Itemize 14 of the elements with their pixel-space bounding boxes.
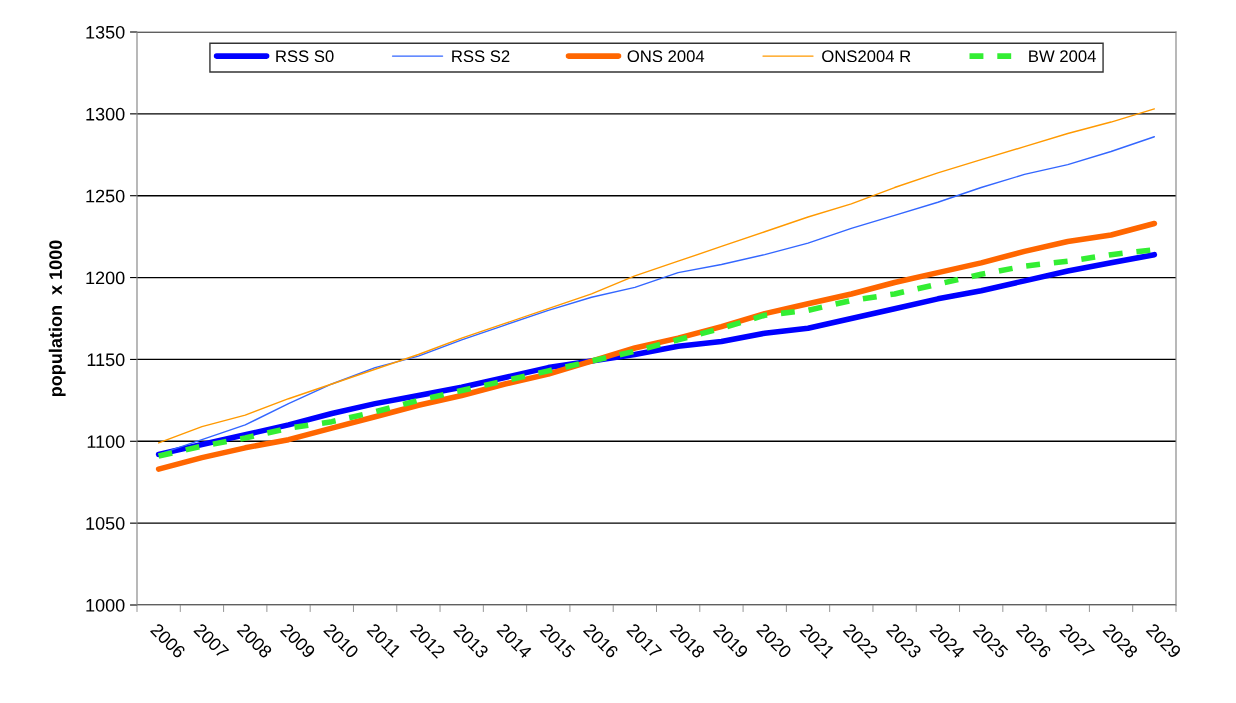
y-tick-label: 1050 — [86, 517, 125, 530]
legend-label: ONS2004 R — [822, 50, 911, 63]
y-tick-label: 1350 — [86, 25, 125, 39]
legend-label: RSS S0 — [276, 50, 334, 63]
legend-label: BW 2004 — [1029, 50, 1096, 63]
y-axis-title: population x 1000 — [48, 240, 66, 397]
y-tick-label: 1300 — [86, 107, 125, 121]
y-tick-label: 1200 — [86, 271, 125, 285]
legend-label: RSS S2 — [452, 50, 510, 63]
y-tick-label: 1100 — [87, 435, 125, 449]
y-tick-label: 1250 — [86, 189, 125, 203]
legend-label: ONS 2004 — [627, 50, 705, 63]
y-tick-label: 1150 — [87, 353, 125, 367]
y-tick-label: 1000 — [86, 598, 125, 612]
